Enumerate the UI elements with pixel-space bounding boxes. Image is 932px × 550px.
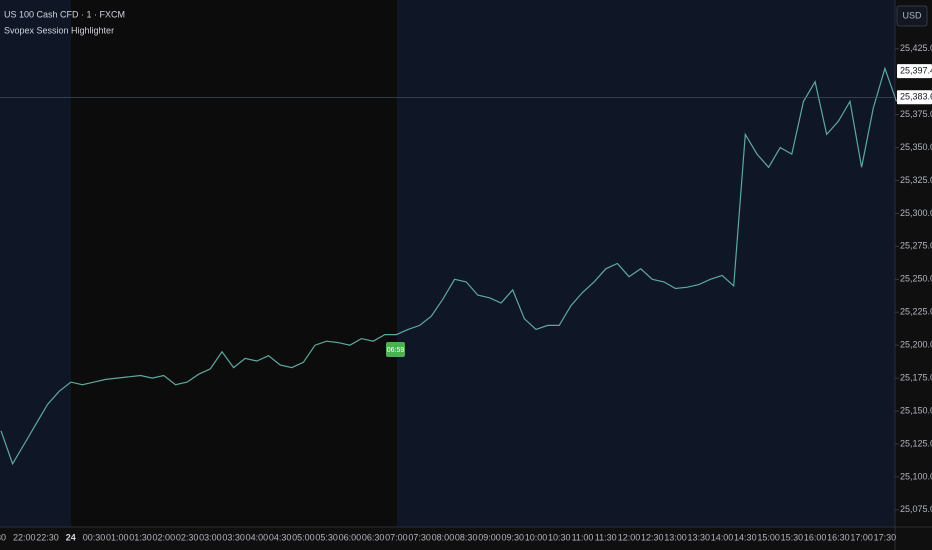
y-tick-label: 25,275.00 <box>900 241 932 251</box>
x-tick-label: 06:00 <box>339 532 362 542</box>
x-tick-label: 14:00 <box>711 532 734 542</box>
x-tick-label: 14:30 <box>734 532 757 542</box>
x-tick-label: 10:30 <box>548 532 571 542</box>
currency-button[interactable] <box>896 5 928 27</box>
x-tick-label: 11:00 <box>572 532 594 542</box>
y-tick-label: 25,225.00 <box>900 307 932 317</box>
x-tick-label: 10:00 <box>525 532 548 542</box>
x-tick-label: 01:00 <box>106 532 129 542</box>
x-tick-label: 15:00 <box>757 532 780 542</box>
x-tick-label: 24 <box>66 532 76 542</box>
x-tick-label: 09:30 <box>501 532 524 542</box>
x-tick-label: 12:30 <box>641 532 664 542</box>
session-marker-label: 06:59 <box>387 347 405 354</box>
y-tick-label: 25,250.00 <box>900 274 932 284</box>
y-tick-label: 25,075.00 <box>900 504 932 514</box>
chart-title: US 100 Cash CFD · 1 · FXCM <box>4 9 125 19</box>
x-tick-label: 13:00 <box>664 532 687 542</box>
session-band <box>397 0 895 527</box>
x-tick-label: 07:00 <box>385 532 408 542</box>
session-band <box>71 0 397 527</box>
x-tick-label: 22:30 <box>36 532 59 542</box>
y-tick-label: 25,375.00 <box>900 109 932 119</box>
x-tick-label: 05:00 <box>292 532 315 542</box>
x-tick-label: 09:00 <box>478 532 501 542</box>
currency-label[interactable]: USD <box>902 10 922 20</box>
x-tick-label: 00:30 <box>83 532 106 542</box>
price-label: 25,397.43 <box>900 65 932 75</box>
x-tick-label: 07:30 <box>408 532 431 542</box>
y-tick-label: 25,175.00 <box>900 372 932 382</box>
plot <box>0 66 898 466</box>
x-tick-label: 05:30 <box>315 532 338 542</box>
x-tick-label: 03:00 <box>199 532 222 542</box>
y-tick-label: 25,150.00 <box>900 405 932 415</box>
x-tick-label: 08:30 <box>455 532 478 542</box>
session-band <box>0 0 71 527</box>
x-tick-label: 08:00 <box>432 532 455 542</box>
price-label-box <box>897 64 932 79</box>
x-tick-label: 02:30 <box>176 532 199 542</box>
x-tick-label: 16:30 <box>827 532 850 542</box>
x-tick-label: 02:00 <box>153 532 176 542</box>
x-tick-label: 11:30 <box>595 532 617 542</box>
y-tick-label: 25,325.00 <box>900 175 932 185</box>
y-tick-label: 25,350.00 <box>900 142 932 152</box>
session-marker <box>386 342 405 357</box>
x-tick-label: 04:30 <box>269 532 292 542</box>
y-tick-label: 25,200.00 <box>900 340 932 350</box>
indicator-name: Svopex Session Highlighter <box>4 25 114 35</box>
x-tick-label: 30 <box>0 532 6 542</box>
x-tick-label: 16:00 <box>804 532 827 542</box>
y-tick-label: 25,300.00 <box>900 208 932 218</box>
x-tick-label: 04:00 <box>246 532 269 542</box>
x-tick-label: 17:30 <box>874 532 897 542</box>
x-tick-label: 01:30 <box>129 532 152 542</box>
y-tick-label: 25,100.00 <box>900 471 932 481</box>
x-tick-label: 15:30 <box>781 532 804 542</box>
x-tick-label: 22:00 <box>13 532 36 542</box>
x-tick-label: 12:00 <box>618 532 641 542</box>
y-tick-label: 25,125.00 <box>900 438 932 448</box>
x-tick-label: 13:30 <box>688 532 711 542</box>
price-label-box <box>897 90 932 105</box>
price-label: 25,383.60 <box>900 92 932 102</box>
x-tick-label: 06:30 <box>362 532 385 542</box>
price-line <box>0 66 898 466</box>
x-tick-label: 17:00 <box>850 532 873 542</box>
x-tick-label: 03:30 <box>222 532 245 542</box>
y-tick-label: 25,425.00 <box>900 43 932 53</box>
